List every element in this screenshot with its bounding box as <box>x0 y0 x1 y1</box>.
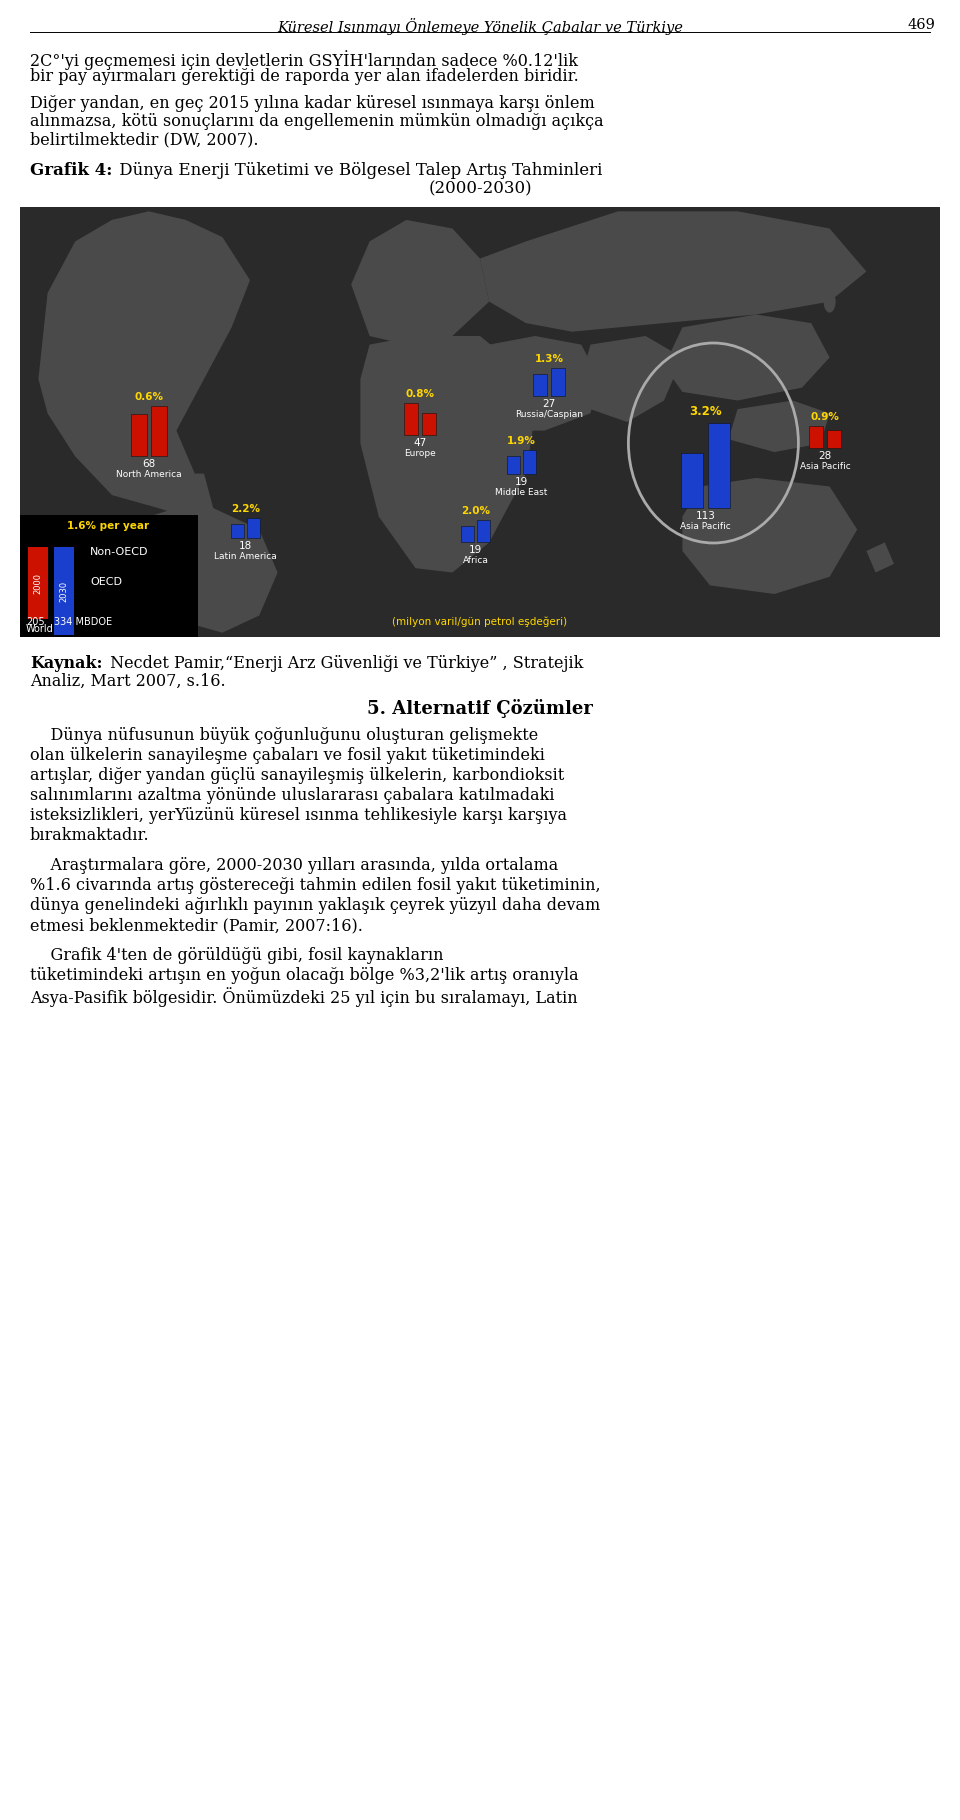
Text: 113: 113 <box>695 511 715 521</box>
Text: 2000: 2000 <box>34 573 42 593</box>
Text: Asia Pacific: Asia Pacific <box>800 462 851 471</box>
Text: Latin America: Latin America <box>214 551 276 561</box>
Polygon shape <box>729 400 829 451</box>
Text: Dünya nüfusunun büyük çoğunluğunu oluşturan gelişmekte: Dünya nüfusunun büyük çoğunluğunu oluştu… <box>30 726 539 744</box>
Text: 28: 28 <box>818 451 831 460</box>
Text: 205: 205 <box>26 617 44 628</box>
Text: %1.6 civarında artış göstereceği tahmin edilen fosil yakıt tüketiminin,: %1.6 civarında artış göstereceği tahmin … <box>30 877 601 894</box>
Text: salınımlarını azaltma yönünde uluslararası çabalara katılmadaki: salınımlarını azaltma yönünde uluslarara… <box>30 786 555 804</box>
Text: 334 MBDOE: 334 MBDOE <box>54 617 112 628</box>
Text: 1.6% per year: 1.6% per year <box>67 521 149 531</box>
Polygon shape <box>664 315 829 400</box>
Text: 68: 68 <box>142 459 156 470</box>
Bar <box>151 406 167 457</box>
Text: Middle East: Middle East <box>495 488 547 497</box>
Text: (2000-2030): (2000-2030) <box>428 180 532 197</box>
Text: belirtilmektedir (DW, 2007).: belirtilmektedir (DW, 2007). <box>30 131 258 147</box>
Bar <box>404 402 419 435</box>
Text: 1.9%: 1.9% <box>507 435 536 446</box>
Bar <box>533 375 547 397</box>
Text: 19: 19 <box>515 477 528 486</box>
Text: 3.2%: 3.2% <box>689 406 722 419</box>
Ellipse shape <box>824 291 835 313</box>
Text: OECD: OECD <box>90 577 122 588</box>
Text: 0.6%: 0.6% <box>134 393 163 402</box>
Bar <box>461 526 474 542</box>
Polygon shape <box>360 337 536 573</box>
Text: Diğer yandan, en geç 2015 yılına kadar küresel ısınmaya karşı önlem: Diğer yandan, en geç 2015 yılına kadar k… <box>30 95 595 113</box>
Text: Grafik 4'ten de görüldüğü gibi, fosil kaynakların: Grafik 4'ten de görüldüğü gibi, fosil ka… <box>30 946 444 965</box>
Text: 18: 18 <box>239 541 252 551</box>
Polygon shape <box>112 211 185 246</box>
Bar <box>131 415 147 457</box>
Text: Araştırmalara göre, 2000-2030 yılları arasında, yılda ortalama: Araştırmalara göre, 2000-2030 yılları ar… <box>30 857 559 874</box>
Text: (milyon varil/gün petrol eşdeğeri): (milyon varil/gün petrol eşdeğeri) <box>393 617 567 628</box>
Bar <box>231 524 244 539</box>
Text: 469: 469 <box>907 18 935 33</box>
Text: Russia/Caspian: Russia/Caspian <box>515 410 583 419</box>
Text: Asya-Pasifik bölgesidir. Önümüzdeki 25 yıl için bu sıralamayı, Latin: Asya-Pasifik bölgesidir. Önümüzdeki 25 y… <box>30 986 578 1006</box>
Text: World: World <box>26 624 54 633</box>
Text: 47: 47 <box>414 439 427 448</box>
Text: bırakmaktadır.: bırakmaktadır. <box>30 826 150 844</box>
Text: Non-OECD: Non-OECD <box>90 548 149 557</box>
Polygon shape <box>867 542 894 573</box>
Text: isteksizlikleri, yerYüzünü küresel ısınma tehlikesiyle karşı karşıya: isteksizlikleri, yerYüzünü küresel ısınm… <box>30 806 567 824</box>
Text: Küresel Isınmayı Önlemeye Yönelik Çabalar ve Türkiye: Küresel Isınmayı Önlemeye Yönelik Çabala… <box>277 18 683 35</box>
Text: 2.0%: 2.0% <box>461 506 490 517</box>
Text: Kaynak:: Kaynak: <box>30 655 103 672</box>
Bar <box>477 521 490 542</box>
Polygon shape <box>131 508 277 633</box>
Text: 2030: 2030 <box>60 581 68 602</box>
Bar <box>54 548 74 635</box>
Text: Analiz, Mart 2007, s.16.: Analiz, Mart 2007, s.16. <box>30 673 226 690</box>
Polygon shape <box>683 479 857 593</box>
Text: 2.2%: 2.2% <box>231 504 260 513</box>
Text: 0.9%: 0.9% <box>810 411 839 422</box>
Bar <box>523 450 536 473</box>
Text: 2C°'yi geçmemesi için devletlerin GSYİH'larından sadece %0.12'lik: 2C°'yi geçmemesi için devletlerin GSYİH'… <box>30 49 578 69</box>
Text: Dünya Enerji Tüketimi ve Bölgesel Talep Artış Tahminleri: Dünya Enerji Tüketimi ve Bölgesel Talep … <box>114 162 602 178</box>
Text: olan ülkelerin sanayileşme çabaları ve fosil yakıt tüketimindeki: olan ülkelerin sanayileşme çabaları ve f… <box>30 746 545 764</box>
Text: 27: 27 <box>542 399 556 410</box>
Bar <box>422 413 436 435</box>
Bar <box>708 422 730 508</box>
Text: Asia Pacific: Asia Pacific <box>680 522 731 531</box>
Text: 0.8%: 0.8% <box>406 389 435 399</box>
Text: Necdet Pamir,“Enerji Arz Güvenliği ve Türkiye” , Stratejik: Necdet Pamir,“Enerji Arz Güvenliği ve Tü… <box>105 655 584 672</box>
Bar <box>20 207 940 637</box>
Polygon shape <box>480 337 600 431</box>
Polygon shape <box>38 220 250 508</box>
Bar <box>681 453 703 508</box>
Text: bir pay ayırmaları gerektiği de raporda yer alan ifadelerden biridir.: bir pay ayırmaları gerektiği de raporda … <box>30 67 579 86</box>
Polygon shape <box>158 473 213 517</box>
Polygon shape <box>581 337 683 422</box>
Text: tüketimindeki artışın en yoğun olacağı bölge %3,2'lik artış oranıyla: tüketimindeki artışın en yoğun olacağı b… <box>30 966 579 985</box>
Text: 1.3%: 1.3% <box>535 355 564 364</box>
Text: dünya genelindeki ağırlıklı payının yaklaşık çeyrek yüzyıl daha devam: dünya genelindeki ağırlıklı payının yakl… <box>30 897 600 914</box>
Polygon shape <box>351 220 490 344</box>
Bar <box>827 430 841 448</box>
Bar <box>809 426 823 448</box>
Text: Grafik 4:: Grafik 4: <box>30 162 112 178</box>
Bar <box>20 515 198 637</box>
Text: 19: 19 <box>468 546 482 555</box>
Text: 5. Alternatif Çözümler: 5. Alternatif Çözümler <box>367 699 593 719</box>
Bar <box>28 548 48 619</box>
Text: Europe: Europe <box>404 450 436 459</box>
Text: North America: North America <box>116 470 181 479</box>
Text: artışlar, diğer yandan güçlü sanayileşmiş ülkelerin, karbondioksit: artışlar, diğer yandan güçlü sanayileşmi… <box>30 766 564 784</box>
Bar <box>507 455 520 473</box>
Text: Africa: Africa <box>463 557 489 566</box>
Bar <box>247 519 260 539</box>
Text: etmesi beklenmektedir (Pamir, 2007:16).: etmesi beklenmektedir (Pamir, 2007:16). <box>30 917 363 934</box>
Text: alınmazsa, kötü sonuçlarını da engellemenin mümkün olmadığı açıkça: alınmazsa, kötü sonuçlarını da engelleme… <box>30 113 604 129</box>
Polygon shape <box>480 211 867 331</box>
Bar <box>551 368 565 397</box>
